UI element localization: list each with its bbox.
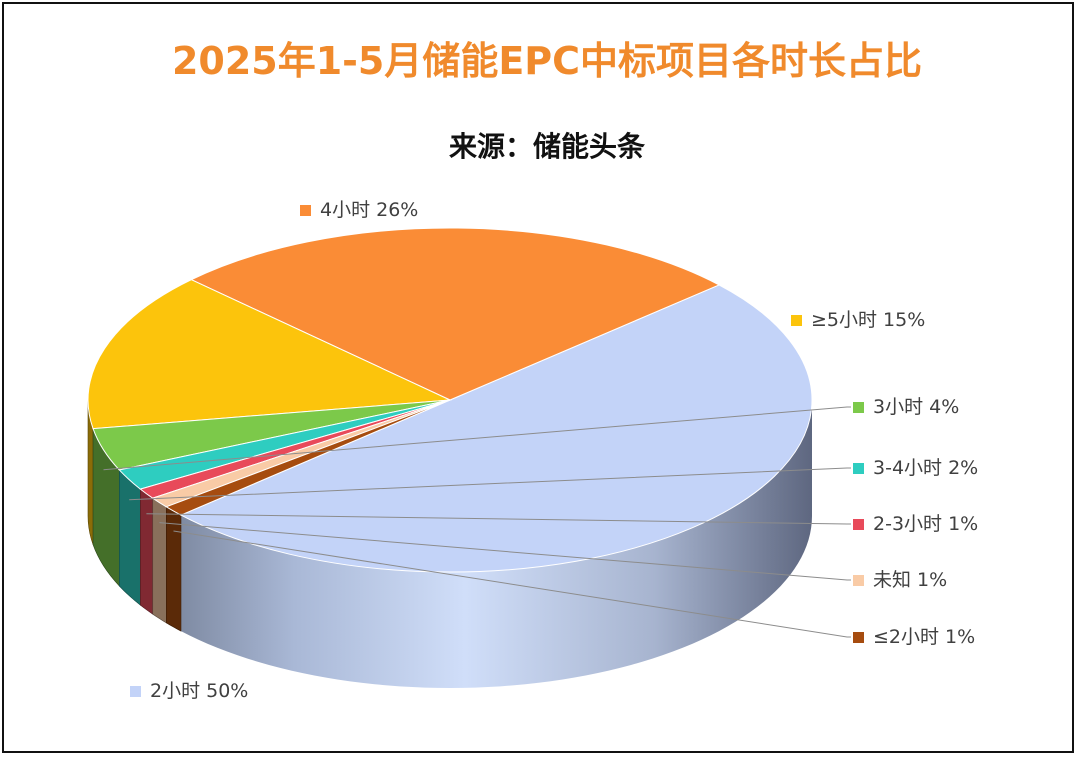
pie-tops [87,227,813,573]
pie-side-2-3小时 [140,488,154,615]
legend-marker-2小时 [130,686,141,697]
legend-marker-3-4小时 [853,463,864,474]
pie-slice-4小时 [190,227,721,401]
chart-subtitle: 来源：储能头条 [449,130,645,163]
pie-slice-≥5小时 [87,279,452,430]
pie-side-2小时 [180,400,813,688]
leader-line-3小时 [103,406,851,471]
data-label-4小时: 4小时 26% [320,199,418,221]
pie-slice-≤2小时 [165,399,451,516]
leader-line-3-4小时 [129,467,851,501]
leader-lines [103,406,851,638]
legend-marker-未知 [853,575,864,586]
data-label-2小时: 2小时 50% [150,680,248,702]
legend-marker-3小时 [853,402,864,413]
data-labels: 2小时 50% 4小时 26% ≥5小时 15% 3小时 4% 3-4小时 2% 2-3小… [130,199,978,702]
data-label-≤2小时: ≤2小时 1% [873,626,975,648]
pie-side-3-4小时 [119,469,141,606]
pie-slice-2小时 [179,284,813,573]
legend-marker-4小时 [300,205,311,216]
data-label-2-3小时: 2-3小时 1% [873,513,978,535]
pie-sides [87,399,813,688]
legend-marker-≤2小时 [853,632,864,643]
pie-side-≤2小时 [166,506,182,632]
data-label-3-4小时: 3-4小时 2% [873,457,978,479]
leader-line-2-3小时 [146,513,851,525]
leader-line-未知 [159,522,851,581]
chart-title: 2025年1-5月储能EPC中标项目各时长占比 [172,39,922,83]
pie-side-未知 [152,497,167,624]
data-label-未知: 未知 1% [873,569,947,591]
legend-marker-≥5小时 [791,315,802,326]
leader-line-≤2小时 [173,530,851,638]
legend-marker-2-3小时 [853,519,864,530]
data-label-3小时: 3小时 4% [873,396,959,418]
data-label-≥5小时: ≥5小时 15% [811,309,925,331]
